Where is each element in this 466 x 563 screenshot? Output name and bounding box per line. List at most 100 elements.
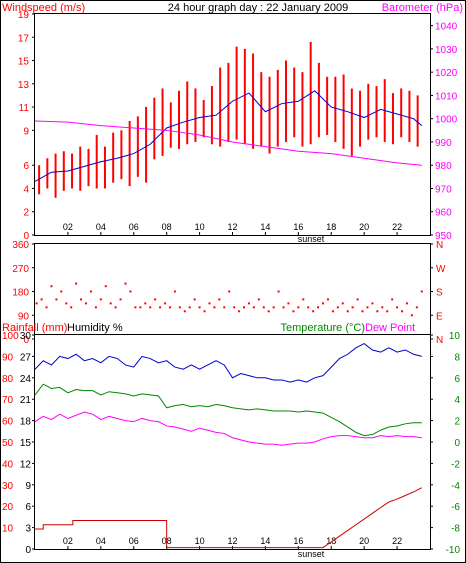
direction-dot (94, 306, 97, 309)
direction-dot (119, 298, 122, 301)
direction-dot (346, 310, 349, 313)
baro-right-tick-label: 1020 (435, 68, 458, 79)
humidity-tick-label: 30 (2, 481, 14, 492)
wind-left-tick-label: 11 (19, 103, 30, 114)
rain-tick-label: 15 (20, 438, 32, 449)
barometer-line (34, 120, 422, 166)
direction-dot (60, 290, 63, 293)
direction-dot (420, 290, 423, 293)
direction-dot (267, 310, 270, 313)
direction-dot (35, 302, 38, 305)
climate-x-tick-label: 10 (195, 536, 205, 546)
baro-right-tick-label: 1000 (435, 115, 458, 126)
baro-right-tick-label: 1010 (435, 91, 458, 102)
direction-dot (336, 306, 339, 309)
direction-dot (381, 306, 384, 309)
rain-tick-label: 27 (20, 352, 32, 363)
direction-dot (50, 285, 53, 288)
direction-dot (173, 290, 176, 293)
direction-dot (233, 306, 236, 309)
climate-x-tick-label: 18 (326, 536, 336, 546)
direction-dot (282, 306, 285, 309)
wind-left-tick-label: 6 (23, 161, 29, 172)
direction-dot (396, 306, 399, 309)
direction-dot (154, 298, 157, 301)
wind-left-tick-label: 15 (18, 57, 30, 68)
temp-tick-label: -8 (451, 524, 460, 535)
humidity-tick-label: 20 (2, 502, 14, 513)
direction-dot (55, 298, 58, 301)
direction-dot (238, 310, 241, 313)
direction-dot (80, 298, 83, 301)
climate-x-tick-label: 06 (129, 536, 139, 546)
direction-dot (114, 306, 117, 309)
dewpoint-line (34, 411, 422, 446)
wind-x-tick-label: 20 (359, 222, 369, 232)
direction-dot (297, 306, 300, 309)
direction-dot (124, 282, 127, 285)
direction-right-tick-label: N (436, 240, 443, 251)
direction-dot (164, 302, 167, 305)
direction-dot (415, 306, 418, 309)
direction-dot (292, 310, 295, 313)
direction-dot (312, 310, 315, 313)
wind-x-tick-label: 14 (260, 222, 270, 232)
chart-title: 24 hour graph day : 22 January 2009 (168, 2, 348, 14)
temp-tick-label: 4 (454, 395, 460, 406)
rain-tick-label: 9 (25, 481, 31, 492)
temp-tick-label: 10 (449, 331, 461, 342)
direction-dot (149, 306, 152, 309)
direction-dot (252, 306, 255, 309)
baro-right-tick-label: 980 (435, 161, 452, 172)
rain-tick-label: 21 (20, 395, 32, 406)
baro-right-tick-label: 1030 (435, 45, 458, 56)
temp-tick-label: -6 (451, 502, 460, 513)
rain-tick-label: 3 (25, 524, 31, 535)
wind-left-tick-label: 19 (18, 10, 30, 21)
direction-dot (144, 302, 147, 305)
direction-dot (307, 306, 310, 309)
direction-dot (277, 290, 280, 293)
humidity-tick-label: 90 (2, 352, 14, 363)
rain-tick-label: 6 (25, 502, 31, 513)
wind-x-tick-label: 18 (326, 222, 336, 232)
climate-x-tick-label: 20 (359, 536, 369, 546)
direction-dot (317, 306, 320, 309)
wind-x-tick-label: 02 (63, 222, 73, 232)
direction-dot (401, 310, 404, 313)
direction-dot (376, 310, 379, 313)
climate-panel (34, 334, 431, 550)
direction-right-tick-label: N (436, 335, 443, 346)
baro-right-tick-label: 1040 (435, 22, 458, 33)
rain-tick-label: 0 (25, 545, 31, 556)
humidity-tick-label: 70 (2, 395, 14, 406)
wind-x-tick-label: 06 (129, 222, 139, 232)
direction-dot (218, 298, 221, 301)
direction-left-tick-label: 360 (12, 240, 29, 251)
direction-dot (356, 298, 359, 301)
rain-tick-label: 18 (20, 417, 32, 428)
direction-dot (168, 306, 171, 309)
temp-tick-label: -4 (451, 481, 460, 492)
direction-left-tick-label: 180 (12, 288, 29, 299)
direction-dot (70, 306, 73, 309)
direction-dot (272, 306, 275, 309)
direction-dot (228, 290, 231, 293)
direction-dot (99, 298, 102, 301)
direction-dot (75, 282, 78, 285)
humidity-tick-label: 100 (2, 331, 19, 342)
direction-right-tick-label: E (436, 311, 443, 322)
temperature-axis-label: Temperature (°C) (281, 322, 365, 334)
direction-dot (139, 306, 142, 309)
direction-right-tick-label: W (436, 264, 446, 275)
direction-dot (183, 310, 186, 313)
baro-right-tick-label: 990 (435, 138, 452, 149)
humidity-tick-label: 80 (2, 374, 14, 385)
rain-tick-label: 12 (20, 459, 32, 470)
temp-tick-label: 8 (454, 352, 460, 363)
wind-x-tick-label: 10 (195, 222, 205, 232)
wind-x-tick-label: 12 (227, 222, 237, 232)
direction-left-tick-label: 0 (23, 335, 29, 346)
direction-dot (302, 298, 305, 301)
direction-dot (326, 298, 329, 301)
